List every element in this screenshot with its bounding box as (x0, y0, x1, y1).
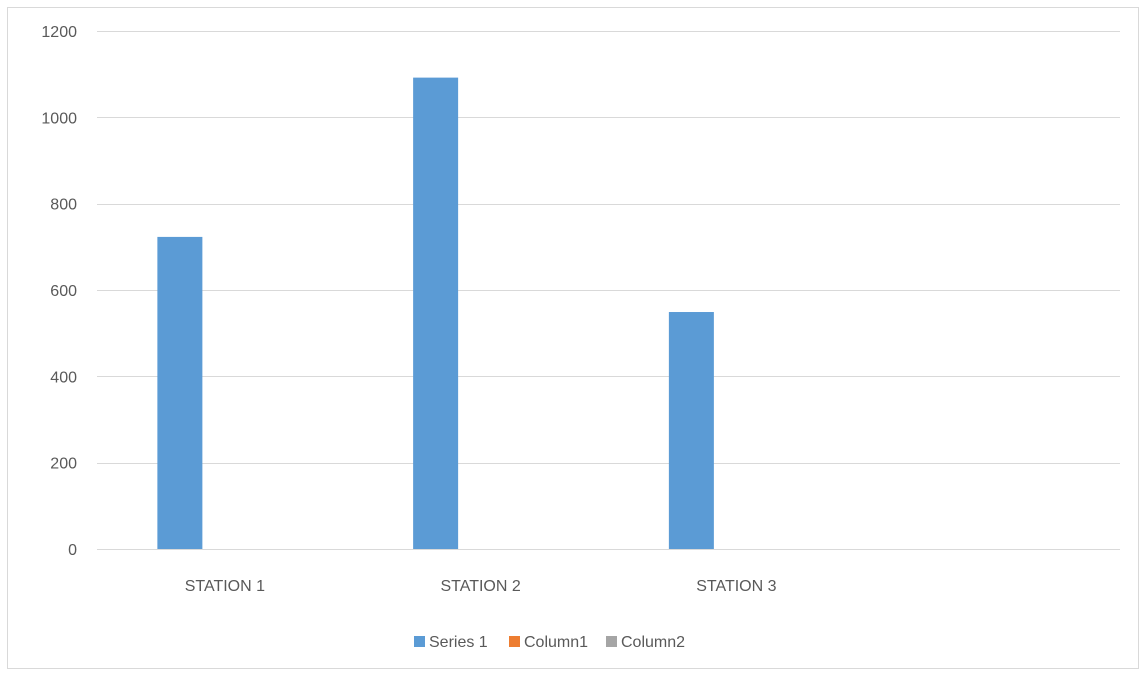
legend: Series 1 Column1 Column2 (414, 634, 685, 651)
y-axis-ticks: 0 200 400 600 800 1000 1200 (41, 24, 77, 559)
legend-swatch (509, 636, 520, 647)
bar (413, 77, 459, 550)
legend-swatch (414, 636, 425, 647)
legend-item: Column1 (509, 634, 588, 651)
legend-item: Series 1 (414, 634, 488, 651)
x-category-label: STATION 1 (185, 578, 265, 595)
legend-label: Series 1 (429, 634, 488, 651)
y-tick-label: 800 (50, 197, 77, 214)
y-tick-label: 0 (68, 542, 77, 559)
legend-item: Column2 (606, 634, 685, 651)
bars-layer (157, 77, 714, 550)
bar (157, 236, 203, 549)
y-tick-label: 600 (50, 283, 77, 300)
y-tick-label: 1000 (41, 110, 77, 127)
grid-layer (97, 31, 1120, 550)
legend-label: Column1 (524, 634, 588, 651)
legend-label: Column2 (621, 634, 685, 651)
x-category-label: STATION 3 (696, 578, 776, 595)
x-category-label: STATION 2 (440, 578, 520, 595)
bar (668, 312, 714, 549)
x-axis-categories: STATION 1 STATION 2 STATION 3 (185, 578, 777, 595)
y-tick-label: 400 (50, 369, 77, 386)
y-tick-label: 200 (50, 456, 77, 473)
legend-swatch (606, 636, 617, 647)
y-tick-label: 1200 (41, 24, 77, 41)
